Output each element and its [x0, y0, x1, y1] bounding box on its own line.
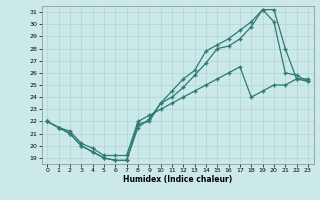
X-axis label: Humidex (Indice chaleur): Humidex (Indice chaleur): [123, 175, 232, 184]
